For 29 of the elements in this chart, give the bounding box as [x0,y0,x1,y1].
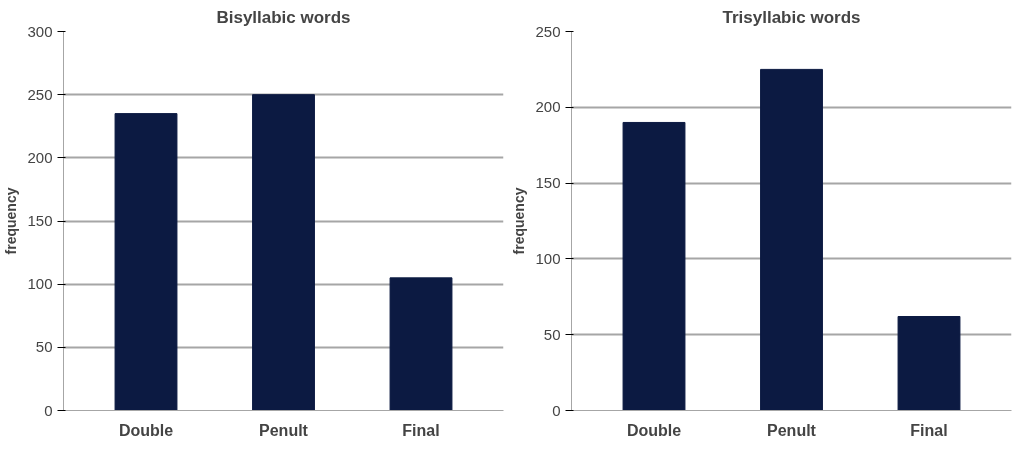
bar [114,113,178,411]
y-tick-label: 250 [535,22,561,40]
y-tick-label: 100 [535,249,561,267]
x-tick-label: Final [910,421,948,439]
y-tick-label: 150 [27,212,53,229]
y-tick-label: 300 [27,22,53,40]
x-tick-label: Double [626,421,682,439]
x-tick-label: Penult [767,421,817,439]
chart-title: Bisyllabic words [216,7,351,27]
x-tick-label: Final [402,421,440,439]
y-tick-label: 0 [44,401,53,419]
y-tick-label: 0 [552,401,561,419]
y-tick-label: 50 [543,325,561,343]
bar [622,121,686,411]
y-tick-label: 150 [535,174,561,192]
x-tick-label: Double [118,421,174,439]
y-tick-label: 50 [35,338,53,356]
y-axis-title: frequency [3,187,20,255]
x-tick-label: Penult [259,421,309,439]
bar [389,277,453,411]
y-tick-label: 100 [27,275,53,293]
bar [252,94,315,411]
y-tick-label: 250 [27,85,53,103]
bar [760,68,823,411]
y-axis-title: frequency [511,187,528,255]
chart-title: Trisyllabic words [722,7,861,27]
y-tick-label: 200 [535,98,561,116]
bar [897,316,961,411]
y-tick-label: 200 [27,148,53,166]
